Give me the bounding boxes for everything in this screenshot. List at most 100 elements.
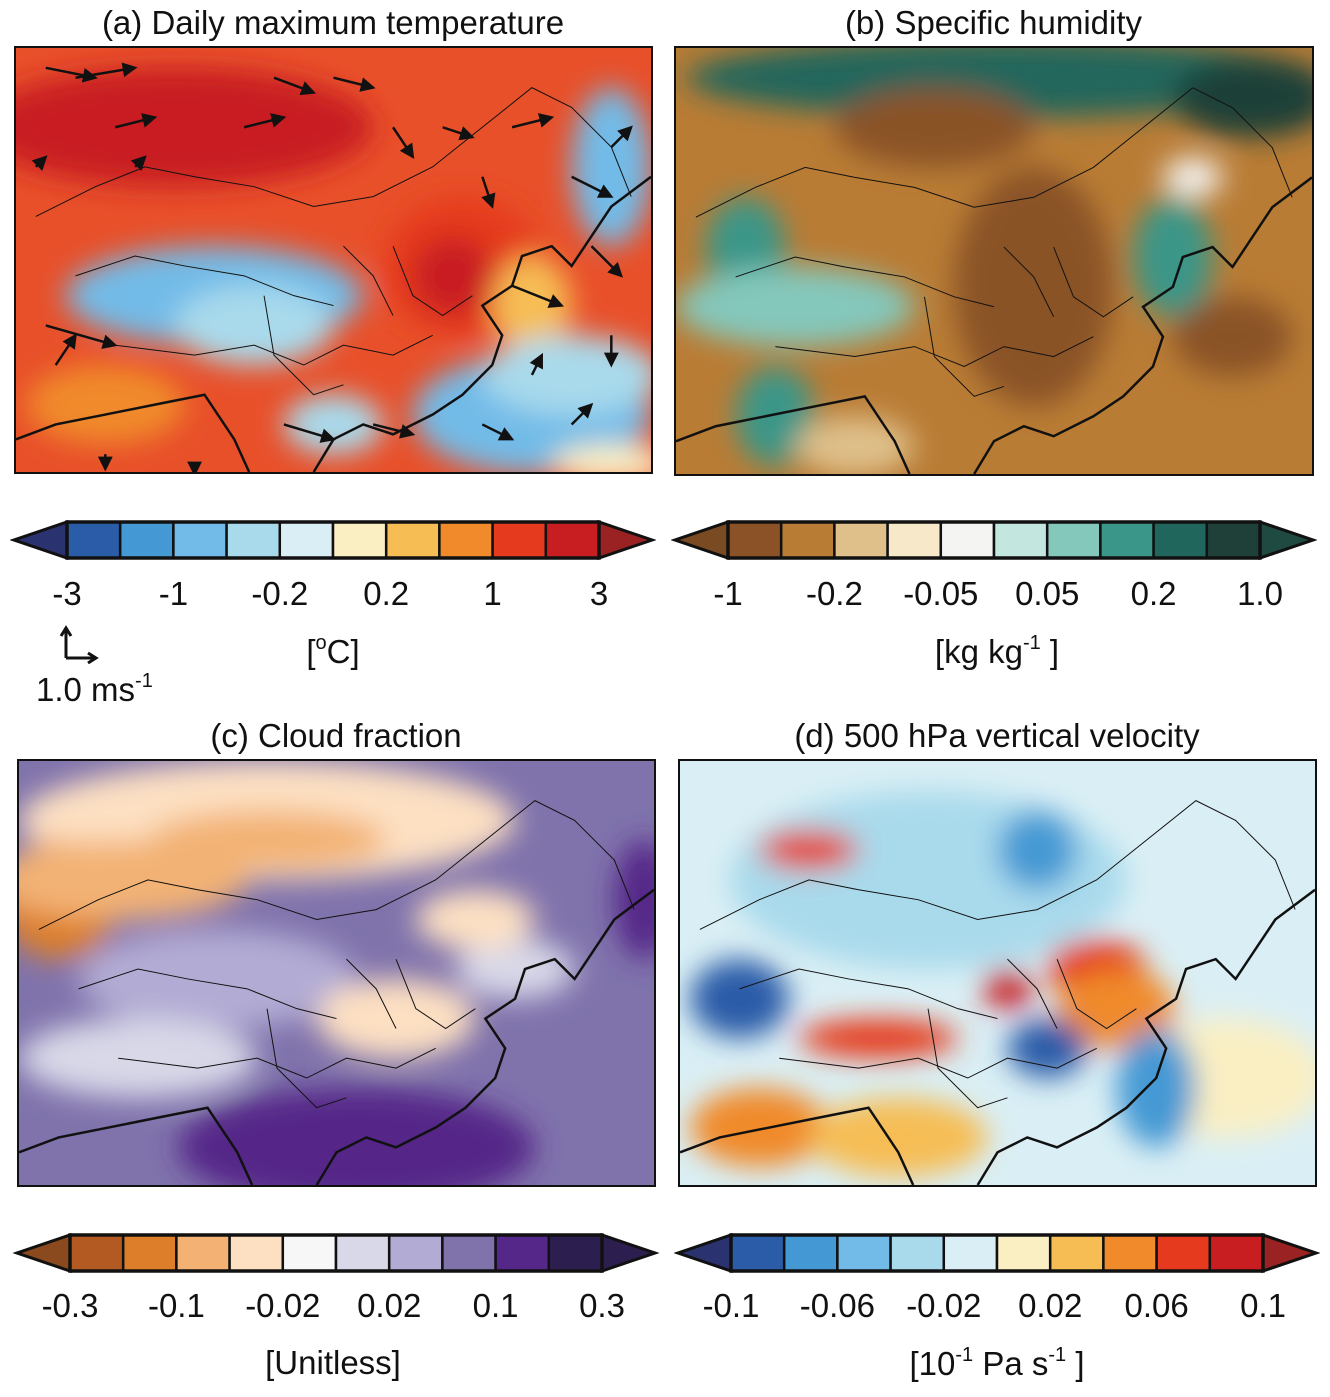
colorbar-b-box (833, 520, 889, 560)
colorbar-b-box (1152, 520, 1209, 560)
colorbar-b-high-triangle (1258, 519, 1317, 561)
colorbar-a-box (331, 520, 388, 560)
colorbar-c-box (334, 1233, 391, 1273)
colorbar-d-box (889, 1233, 946, 1273)
colorbar-b-box (1045, 520, 1102, 560)
map-d-field-region (799, 1018, 958, 1059)
wind-vector-arrow-icon (75, 62, 138, 79)
wind-reference-arrow-icon (59, 625, 99, 664)
colorbar-a-box (384, 520, 441, 560)
unit-d-close: ] (1066, 1345, 1085, 1382)
colorbar-c-tick-label: -0.02 (245, 1287, 321, 1324)
unit-d-rest: Pa s (973, 1345, 1049, 1382)
colorbar-c (13, 1232, 659, 1274)
map-a-coastline (16, 175, 651, 472)
colorbar-c-tick-label: -0.3 (41, 1287, 99, 1324)
wind-vector-arrow-icon (45, 324, 118, 349)
map-b-coastline (676, 176, 1312, 474)
colorbar-b-low-triangle (671, 519, 730, 561)
wind-vector-arrow-icon (590, 245, 623, 278)
map-d-borders (699, 800, 1296, 1109)
colorbar-c-tick-label: 0.02 (357, 1287, 422, 1324)
colorbar-d-box (1048, 1233, 1105, 1273)
colorbar-a-high-triangle (597, 519, 656, 561)
colorbar-d-box (1208, 1233, 1265, 1273)
unit-a-rest: C] (326, 633, 360, 670)
unit-b-sup: -1 (1022, 632, 1041, 654)
colorbar-d-box (836, 1233, 892, 1273)
colorbar-c-box (547, 1233, 604, 1273)
colorbar-a-low-triangle (10, 519, 69, 561)
unit-a-open: [ (306, 633, 316, 670)
map-c-borders (38, 800, 635, 1109)
colorbar-c-box (494, 1233, 551, 1273)
colorbar-b-tick-label: 0.2 (1130, 575, 1177, 612)
colorbar-a-box (491, 520, 548, 560)
map-c-field-region (614, 840, 654, 960)
wind-reference-label: 1.0 ms-1 (36, 670, 153, 709)
wind-vector-arrow-icon (511, 284, 565, 308)
map-d-field-region (808, 1097, 988, 1178)
wind-vector-arrow-icon (442, 126, 475, 141)
colorbar-c-box (228, 1233, 285, 1273)
colorbar-a-box (544, 520, 601, 560)
wind-vector-arrow-icon (570, 402, 594, 426)
map-a-field-region (174, 285, 334, 366)
map-b-field-region (735, 366, 816, 467)
wind-vector-arrow-icon (333, 76, 376, 92)
colorbar-d-box (1155, 1233, 1212, 1273)
wind-vector-arrow-icon (372, 423, 416, 439)
colorbar-a-tick-label: 3 (589, 575, 609, 612)
wind-vector-arrow-icon (571, 175, 614, 198)
wind-vector-arrow-icon (481, 423, 515, 441)
colorbar-d-tick-label: -0.1 (702, 1287, 760, 1324)
map-c-field-region (19, 1018, 258, 1098)
map-a-field-region (283, 394, 384, 455)
map-b-field-region (686, 48, 1312, 118)
map-d-field-region (997, 810, 1077, 890)
colorbar-a-box (225, 520, 282, 560)
wind-vector-arrow-icon (243, 113, 287, 129)
map-panel-c (17, 759, 656, 1187)
wind-vector-arrow-icon (114, 113, 158, 129)
unit-label-b: [kg kg-1 ] (935, 632, 1059, 671)
map-a-field-region (551, 444, 651, 472)
colorbar-d-box (995, 1233, 1052, 1273)
colorbar-d-tick-label: -0.02 (906, 1287, 982, 1324)
map-panel-a (14, 46, 653, 474)
colorbar-b-box (886, 520, 943, 560)
map-a-field-region (412, 236, 493, 316)
map-d-field-region (982, 969, 1033, 1009)
map-b-field-region (954, 167, 1114, 407)
colorbar-a-box (438, 520, 494, 560)
unit-d-sup: -1 (955, 1344, 974, 1366)
unit-b-open: [kg kg (934, 633, 1023, 670)
colorbar-d-box (1102, 1233, 1158, 1273)
panel-c-title: (c) Cloud fraction (210, 717, 462, 754)
map-b-field-region (795, 416, 915, 474)
map-a-field-region (571, 87, 651, 247)
colorbar-b-tick-label: -0.05 (903, 575, 979, 612)
colorbar-c-box (68, 1233, 125, 1273)
colorbar-b-box (1099, 520, 1155, 560)
colorbar-d-tick-label: 0.02 (1018, 1287, 1083, 1324)
map-a-field-region (25, 365, 185, 445)
wind-vector-arrow-icon (610, 125, 633, 148)
colorbar-d-tick-label: 0.06 (1124, 1287, 1189, 1324)
colorbar-b (671, 519, 1317, 561)
map-c-field-region (19, 840, 248, 920)
map-c-field-region (78, 929, 357, 1029)
unit-b-rest: ] (1040, 633, 1060, 670)
colorbar-a-tick-label: 1 (483, 575, 502, 612)
colorbar-c-tick-label: 0.3 (579, 1287, 625, 1324)
wind-vector-arrow-icon (511, 113, 555, 129)
wind-reference-sup: -1 (135, 670, 153, 692)
colorbar-b-box (1205, 520, 1262, 560)
colorbar-d-high-triangle (1261, 1232, 1320, 1274)
map-d-field-region (689, 1087, 829, 1168)
panel-a-title: (a) Daily maximum temperature (101, 4, 565, 41)
colorbar-d-box (782, 1233, 839, 1273)
colorbar-a-box (278, 520, 335, 560)
colorbar-a-tick-label: 0.2 (363, 575, 410, 612)
colorbar-d-low-triangle (674, 1232, 733, 1274)
